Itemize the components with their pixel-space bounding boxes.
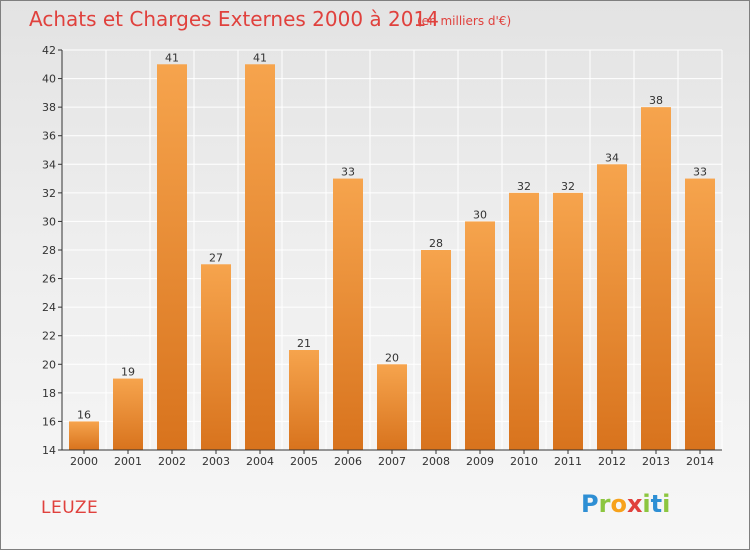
y-tick-label: 26 [42,273,56,286]
x-tick-label: 2005 [290,455,318,468]
y-tick-label: 42 [42,44,56,57]
y-tick-label: 16 [42,415,56,428]
x-tick-label: 2014 [686,455,714,468]
bar-value-label: 21 [297,337,311,350]
logo-letter: t [650,490,663,518]
logo-letter: i [642,490,651,518]
y-tick-label: 28 [42,244,56,257]
x-tick-label: 2004 [246,455,274,468]
bar [377,364,407,450]
logo-letter: r [598,490,611,518]
x-tick-label: 2009 [466,455,494,468]
bar-value-label: 16 [77,408,91,421]
x-tick-label: 2011 [554,455,582,468]
bar-value-label: 32 [517,180,531,193]
bar-value-label: 41 [253,51,267,64]
logo-letter: o [610,490,627,518]
bar [245,64,275,451]
logo-letter: P [581,490,599,518]
x-tick-label: 2010 [510,455,538,468]
bar-value-label: 41 [165,51,179,64]
x-tick-label: 2000 [70,455,98,468]
logo-letter: x [626,490,643,518]
bar-value-label: 27 [209,251,223,264]
chart-subtitle: (en milliers d'€) [417,14,512,28]
y-tick-label: 18 [42,387,56,400]
y-tick-label: 22 [42,330,56,343]
logo-letter: i [662,490,671,518]
bar [113,378,143,450]
bar-value-label: 28 [429,237,443,250]
y-tick-label: 40 [42,73,56,86]
x-tick-label: 2003 [202,455,230,468]
bar [333,178,363,451]
bar-value-label: 30 [473,208,487,221]
bar [553,192,583,450]
bar [201,264,231,450]
y-tick-label: 24 [42,301,56,314]
y-tick-label: 36 [42,130,56,143]
bar-layer: 16 19 41 27 41 21 33 20 28 30 32 32 34 38 33 [69,51,715,451]
x-tick-label: 2012 [598,455,626,468]
x-tick-label: 2006 [334,455,362,468]
bar [157,64,187,451]
axis-layer: 14 16 18 20 22 24 26 28 30 32 34 36 38 40 42 2000 2001 20… [42,44,722,468]
bar [69,421,99,450]
bar-value-label: 33 [693,166,707,179]
bar [685,178,715,451]
bar-value-label: 32 [561,180,575,193]
bar [289,350,319,450]
chart-title: Achats et Charges Externes 2000 à 2014 [29,7,439,31]
y-tick-label: 32 [42,187,56,200]
x-tick-label: 2002 [158,455,186,468]
bar [509,192,539,450]
commune-name: LEUZE [41,498,99,518]
x-tick-label: 2001 [114,455,142,468]
bar-value-label: 33 [341,166,355,179]
y-tick-label: 30 [42,215,56,228]
y-tick-label: 38 [42,101,56,114]
bar [421,250,451,450]
bar-value-label: 19 [121,366,135,379]
bar [465,221,495,450]
bar-value-label: 34 [605,151,619,164]
bar-value-label: 20 [385,351,399,364]
y-tick-label: 14 [42,444,56,457]
y-tick-label: 34 [42,158,56,171]
x-tick-label: 2008 [422,455,450,468]
x-tick-label: 2007 [378,455,406,468]
bar [641,107,671,451]
bar-value-label: 38 [649,94,663,107]
x-tick-label: 2013 [642,455,670,468]
bar [597,164,627,451]
y-tick-label: 20 [42,358,56,371]
proxiti-logo: Proxiti [581,490,670,518]
